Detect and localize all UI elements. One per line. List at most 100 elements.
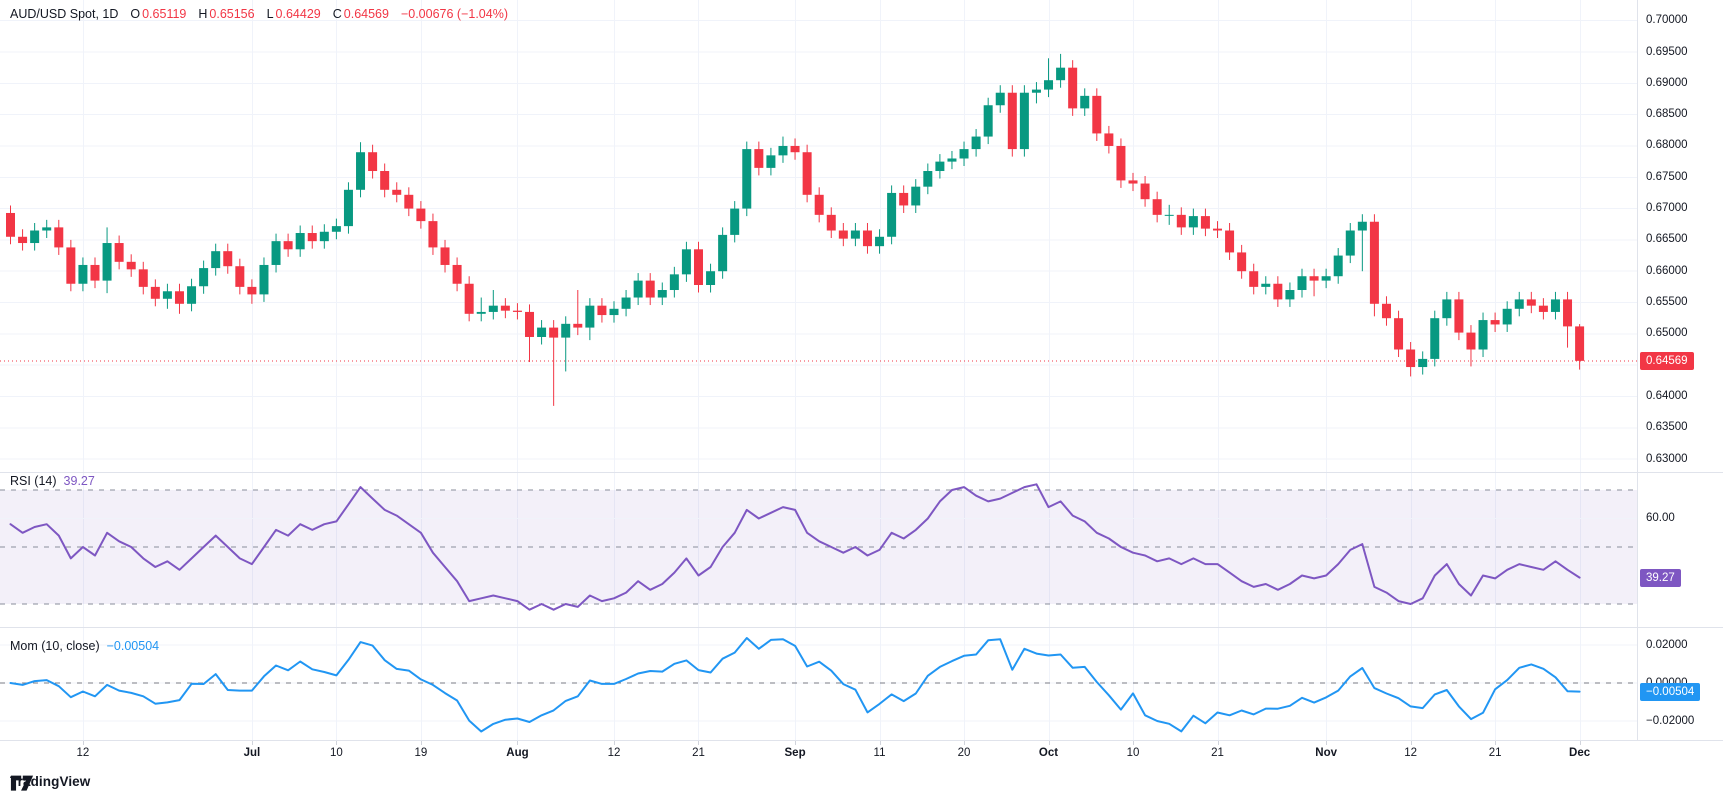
candle-15 (187, 286, 197, 304)
tradingview-logo-icon (10, 775, 34, 791)
time-axis-label: 10 (1126, 747, 1140, 759)
price-axis-label: 0.63000 (1646, 452, 1688, 465)
price-axis-label: 0.69000 (1646, 76, 1688, 89)
candle-16 (199, 268, 209, 287)
candle-98 (1188, 216, 1198, 228)
candle-73 (887, 192, 897, 237)
candle-60 (730, 208, 740, 235)
candle-70 (850, 230, 860, 239)
candle-11 (138, 269, 148, 287)
candle-105 (1273, 283, 1283, 300)
candle-116 (1406, 349, 1416, 368)
candle-62 (754, 149, 764, 168)
rsi-indicator-label[interactable]: RSI (14) 39.27 (10, 474, 95, 488)
price-axis-label: 0.63500 (1646, 421, 1688, 434)
candle-38 (464, 283, 474, 314)
candle-92 (1116, 145, 1126, 181)
candle-113 (1369, 221, 1379, 304)
candle-61 (742, 149, 752, 209)
candle-40 (488, 305, 498, 312)
mom-axis-label: 0.02000 (1646, 638, 1688, 651)
candle-111 (1345, 230, 1355, 256)
change-value: −0.00676 (−1.04%) (400, 7, 508, 21)
candle-52 (633, 280, 643, 298)
candle-36 (440, 247, 450, 265)
time-axis-label: 11 (873, 747, 886, 759)
candle-54 (657, 290, 667, 298)
candle-28 (343, 189, 353, 227)
candle-115 (1394, 318, 1404, 350)
candle-37 (452, 264, 462, 284)
candle-86 (1044, 80, 1054, 90)
close-value: C 0.64569 (332, 7, 389, 21)
candle-106 (1285, 290, 1295, 300)
candle-13 (162, 291, 172, 299)
time-axis-label: 12 (1404, 747, 1418, 759)
candle-20 (247, 286, 257, 295)
time-axis-label: Aug (506, 747, 529, 759)
candle-121 (1466, 332, 1476, 350)
candle-34 (416, 208, 426, 222)
candle-41 (500, 305, 510, 311)
candle-120 (1454, 299, 1464, 333)
candle-51 (621, 297, 631, 309)
candle-129 (1563, 299, 1573, 327)
candle-107 (1297, 276, 1307, 291)
candle-45 (549, 327, 559, 338)
candle-118 (1430, 318, 1440, 359)
candle-99 (1200, 216, 1210, 229)
time-axis-label: Oct (1038, 747, 1059, 759)
candle-91 (1104, 133, 1114, 146)
candle-104 (1261, 283, 1271, 287)
price-axis-label: 0.66500 (1646, 233, 1688, 246)
candle-68 (826, 214, 836, 231)
candle-25 (307, 233, 317, 242)
rsi-label-value: 39.27 (63, 474, 95, 488)
candle-39 (476, 311, 486, 314)
mom-axis-label: −0.02000 (1646, 714, 1695, 727)
price-axis-label: 0.67000 (1646, 202, 1688, 215)
candle-30 (368, 152, 378, 172)
price-axis-label: 0.68500 (1646, 108, 1688, 121)
candle-27 (331, 226, 341, 232)
mom-label-value: −0.00504 (106, 639, 160, 653)
candle-95 (1152, 199, 1162, 215)
mom-indicator-label[interactable]: Mom (10, close) −0.00504 (10, 639, 159, 653)
candle-23 (283, 241, 293, 250)
last-price-badge: 0.64569 (1640, 351, 1694, 370)
symbol-title: AUD/USD Spot, 1D (10, 7, 119, 21)
time-axis-label: 12 (607, 747, 621, 759)
candle-127 (1538, 305, 1548, 312)
price-axis-label: 0.65500 (1646, 296, 1688, 309)
chart-canvas[interactable] (0, 0, 1723, 768)
candle-12 (150, 286, 160, 299)
candle-85 (1031, 89, 1041, 93)
candle-76 (923, 171, 933, 187)
candle-56 (681, 249, 691, 275)
candle-89 (1080, 95, 1090, 109)
candle-42 (512, 310, 522, 312)
candle-126 (1526, 299, 1536, 306)
high-value: H 0.65156 (198, 7, 255, 21)
candle-74 (899, 192, 909, 206)
candle-49 (597, 305, 607, 316)
mom-label-text: Mom (10, close) (10, 639, 100, 653)
candle-33 (404, 194, 414, 209)
time-axis-label: 19 (414, 747, 428, 759)
symbol-header: AUD/USD Spot, 1D O 0.65119 H 0.65156 L 0.64… (10, 7, 508, 21)
tradingview-attribution[interactable]: TradingView (10, 774, 90, 791)
candle-66 (802, 152, 812, 195)
time-axis-label: 12 (76, 747, 90, 759)
candle-17 (211, 251, 221, 269)
candle-78 (947, 158, 957, 162)
candle-75 (911, 186, 921, 206)
candle-57 (693, 249, 703, 285)
candle-55 (669, 274, 679, 291)
candle-124 (1502, 308, 1512, 325)
candle-108 (1309, 276, 1319, 281)
candle-64 (778, 145, 788, 156)
candle-82 (995, 92, 1005, 106)
rsi-value-badge: 39.27 (1640, 568, 1681, 587)
rsi-axis-label: 60.00 (1646, 512, 1675, 524)
candle-80 (971, 136, 981, 150)
